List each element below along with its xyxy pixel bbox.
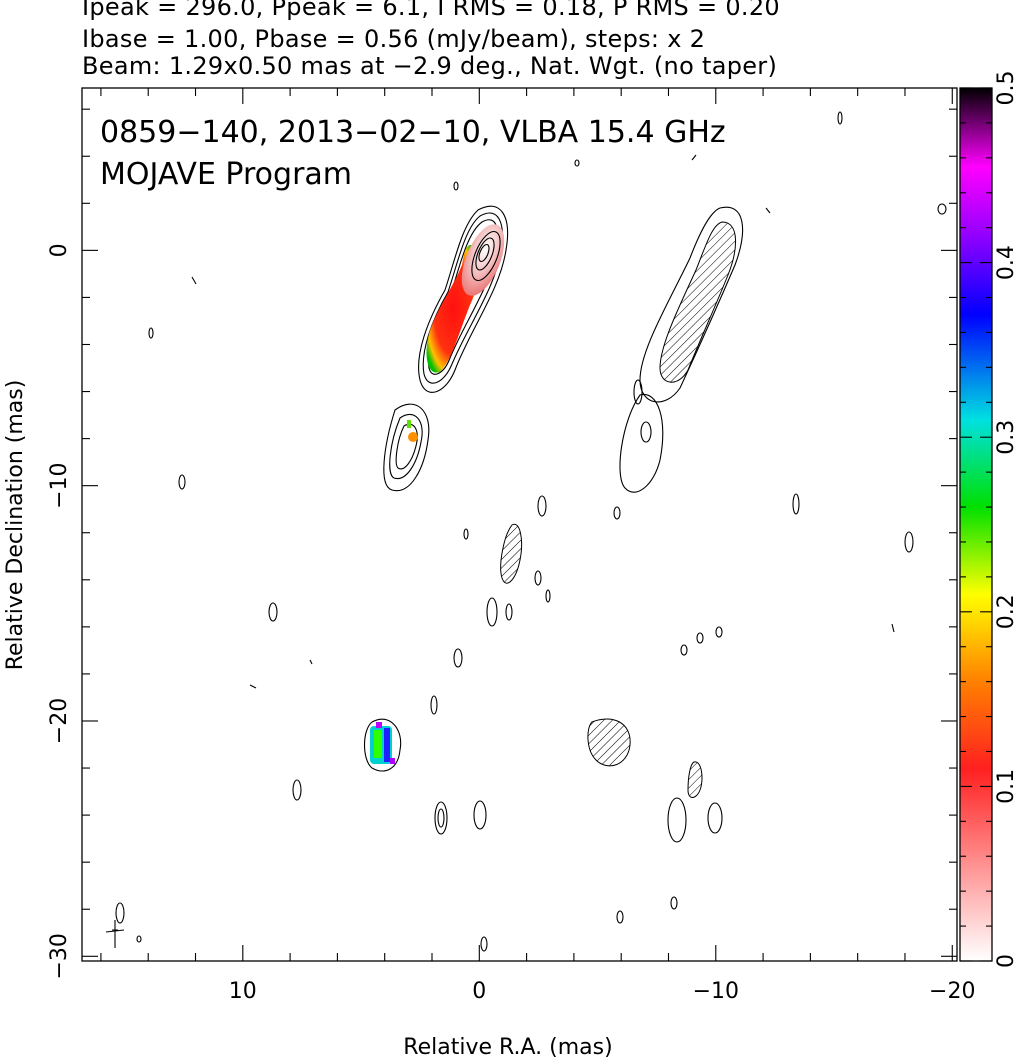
radio-source-image bbox=[363, 205, 744, 798]
noise-contour bbox=[148, 327, 154, 339]
noise-fleck bbox=[191, 154, 895, 689]
noise-contour bbox=[430, 695, 438, 715]
colorbar-tick-label: 0.4 bbox=[994, 245, 1019, 280]
x-axis-label: Relative R.A. (mas) bbox=[403, 1035, 612, 1060]
noise-contour bbox=[574, 159, 580, 167]
header-stats-line: Ipeak = 296.0, Ppeak = 6.1, I RMS = 0.18… bbox=[82, 0, 780, 21]
polarization-contour-hatched bbox=[687, 761, 703, 798]
stokes-i-contour bbox=[418, 205, 509, 393]
noise-contour bbox=[715, 626, 723, 638]
colorbar-frame bbox=[959, 87, 993, 962]
noise-contour bbox=[268, 602, 278, 622]
noise-contour bbox=[616, 910, 624, 924]
plot-frame bbox=[81, 87, 958, 962]
stokes-i-contour bbox=[389, 413, 423, 480]
noise-contours bbox=[105, 111, 947, 952]
polarization-knot-1-edge bbox=[407, 420, 411, 428]
polarization-knot-2-edge bbox=[384, 728, 390, 762]
x-tick-label: −20 bbox=[929, 979, 975, 1004]
x-tick-label: 0 bbox=[472, 979, 486, 1004]
colorbar-tick-label: 0.3 bbox=[994, 420, 1019, 455]
noise-contour bbox=[837, 111, 843, 125]
noise-contour bbox=[534, 570, 542, 586]
beam-marker bbox=[105, 920, 125, 948]
stokes-i-contour bbox=[475, 237, 495, 271]
stokes-i-contour bbox=[363, 718, 402, 772]
header-beam-line: Beam: 1.29x0.50 mas at −2.9 deg., Nat. W… bbox=[82, 52, 778, 80]
axis-ticks bbox=[82, 88, 957, 961]
header-base-line: Ibase = 1.00, Pbase = 0.56 (mJy/beam), s… bbox=[82, 25, 706, 53]
noise-contour bbox=[292, 779, 302, 801]
noise-contour bbox=[537, 495, 547, 517]
colorbar bbox=[960, 88, 992, 961]
stokes-i-contour bbox=[383, 403, 430, 492]
x-tick-label: 10 bbox=[229, 979, 257, 1004]
noise-contour bbox=[633, 379, 643, 405]
polarization-knot-2-core bbox=[374, 730, 382, 758]
stokes-i-contour bbox=[478, 243, 490, 263]
polarization-contour-hatched bbox=[659, 221, 737, 383]
noise-contour bbox=[505, 603, 513, 621]
polarization-contour-hatched bbox=[500, 523, 523, 584]
noise-contour bbox=[434, 801, 448, 835]
colorbar-tick-label: 0.1 bbox=[994, 769, 1019, 804]
noise-contour bbox=[904, 531, 914, 553]
noise-contour bbox=[667, 797, 687, 843]
colorbar-tick-label: 0.5 bbox=[994, 71, 1019, 106]
noise-contour bbox=[792, 493, 800, 515]
y-axis-label: Relative Declination (mas) bbox=[3, 380, 28, 671]
polarization-contour-hatched bbox=[587, 718, 631, 767]
stokes-i-contour bbox=[395, 423, 418, 470]
polarization-knot-2-rim bbox=[376, 722, 382, 728]
noise-contour bbox=[680, 644, 688, 656]
y-tick-label: 0 bbox=[47, 243, 72, 257]
axis-tick-labels: 10 0 −10 −20 0 −10 −20 −30 bbox=[47, 243, 975, 1004]
x-tick-label: −10 bbox=[693, 979, 739, 1004]
polarization-knot-2-rim bbox=[390, 758, 395, 764]
noise-contour bbox=[937, 203, 947, 215]
noise-contour bbox=[696, 632, 704, 644]
stokes-i-contour bbox=[471, 230, 501, 282]
noise-contour bbox=[437, 808, 445, 828]
y-tick-label: −10 bbox=[47, 462, 72, 508]
noise-contour bbox=[707, 802, 723, 834]
noise-contour bbox=[453, 181, 459, 191]
noise-contour bbox=[480, 936, 488, 952]
colorbar-tick-label: 0.2 bbox=[994, 594, 1019, 629]
noise-contour bbox=[115, 902, 125, 924]
noise-contour bbox=[545, 589, 551, 603]
noise-contour bbox=[613, 506, 621, 520]
noise-contour bbox=[640, 421, 652, 443]
colorbar-tick-label: 0 bbox=[994, 954, 1019, 968]
colorbar-ticks: 0 0.1 0.2 0.3 0.4 0.5 bbox=[960, 71, 1019, 968]
noise-contour bbox=[486, 597, 498, 627]
noise-contour bbox=[453, 648, 463, 668]
polarization-contour bbox=[619, 393, 664, 493]
y-tick-label: −30 bbox=[47, 933, 72, 979]
polarization-contour bbox=[639, 206, 744, 403]
plot-title: 0859−140, 2013−02−10, VLBA 15.4 GHz bbox=[100, 115, 726, 150]
noise-contour bbox=[463, 528, 469, 540]
y-tick-label: −20 bbox=[47, 698, 72, 744]
plot-subtitle: MOJAVE Program bbox=[100, 157, 352, 192]
noise-contour bbox=[178, 474, 186, 490]
noise-contour bbox=[670, 896, 678, 910]
polarization-knot-1 bbox=[408, 432, 418, 442]
noise-contour bbox=[473, 800, 487, 830]
noise-contour bbox=[136, 935, 142, 943]
